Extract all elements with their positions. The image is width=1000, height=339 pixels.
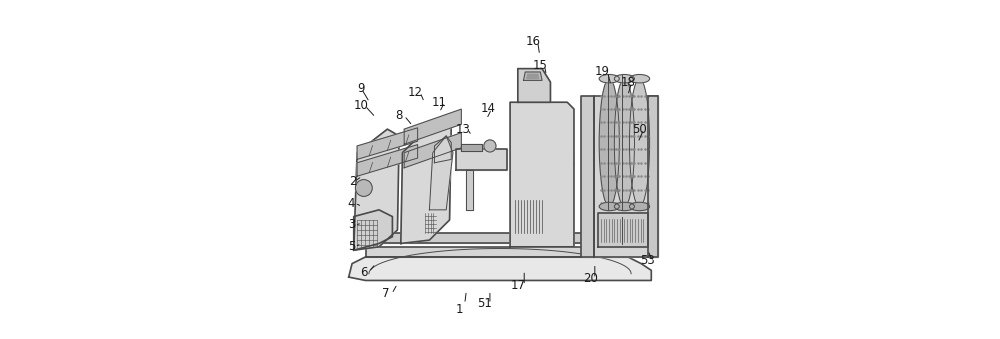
Polygon shape bbox=[527, 74, 539, 79]
Text: 19: 19 bbox=[595, 65, 610, 79]
Text: 10: 10 bbox=[354, 99, 369, 112]
Circle shape bbox=[484, 140, 496, 152]
Polygon shape bbox=[648, 96, 658, 257]
Ellipse shape bbox=[599, 202, 619, 211]
Polygon shape bbox=[357, 145, 418, 176]
Text: 18: 18 bbox=[620, 76, 635, 88]
Polygon shape bbox=[510, 102, 574, 247]
Ellipse shape bbox=[629, 79, 650, 206]
Polygon shape bbox=[404, 109, 461, 144]
Polygon shape bbox=[434, 136, 451, 163]
Polygon shape bbox=[354, 129, 399, 250]
Text: 2: 2 bbox=[349, 175, 357, 188]
Text: 50: 50 bbox=[632, 123, 647, 136]
Text: 1: 1 bbox=[455, 302, 463, 316]
Polygon shape bbox=[349, 257, 651, 280]
Text: 9: 9 bbox=[358, 82, 365, 95]
Text: 14: 14 bbox=[480, 102, 495, 116]
Text: 3: 3 bbox=[348, 218, 355, 232]
Ellipse shape bbox=[614, 75, 634, 83]
Text: 20: 20 bbox=[583, 272, 598, 285]
Text: 17: 17 bbox=[511, 279, 526, 292]
Polygon shape bbox=[461, 144, 482, 151]
Text: 5: 5 bbox=[348, 240, 355, 253]
Ellipse shape bbox=[614, 79, 634, 206]
Polygon shape bbox=[598, 213, 648, 247]
Polygon shape bbox=[366, 233, 628, 243]
Ellipse shape bbox=[629, 75, 650, 83]
Polygon shape bbox=[594, 96, 658, 257]
Polygon shape bbox=[354, 210, 392, 250]
Text: 8: 8 bbox=[395, 109, 403, 122]
Text: 7: 7 bbox=[382, 287, 389, 300]
Text: 6: 6 bbox=[360, 265, 368, 279]
Ellipse shape bbox=[599, 79, 619, 206]
Circle shape bbox=[355, 180, 372, 196]
Text: 4: 4 bbox=[348, 197, 355, 210]
Text: 51: 51 bbox=[477, 298, 492, 311]
Text: 13: 13 bbox=[456, 123, 470, 136]
Polygon shape bbox=[524, 72, 542, 80]
Text: 11: 11 bbox=[432, 96, 447, 109]
Polygon shape bbox=[466, 170, 473, 210]
Text: 53: 53 bbox=[641, 254, 655, 267]
Polygon shape bbox=[366, 247, 628, 257]
Text: 16: 16 bbox=[525, 35, 540, 48]
Bar bbox=[513, 200, 545, 233]
Ellipse shape bbox=[614, 202, 634, 211]
Polygon shape bbox=[429, 136, 453, 210]
Text: 15: 15 bbox=[533, 59, 548, 72]
Bar bbox=[599, 217, 621, 244]
Polygon shape bbox=[456, 149, 507, 170]
Text: 12: 12 bbox=[408, 86, 423, 99]
Polygon shape bbox=[518, 68, 550, 102]
Ellipse shape bbox=[629, 202, 650, 211]
Ellipse shape bbox=[599, 75, 619, 83]
Polygon shape bbox=[404, 133, 461, 168]
Polygon shape bbox=[581, 96, 594, 257]
Bar bbox=[623, 217, 645, 244]
Polygon shape bbox=[357, 128, 418, 159]
Polygon shape bbox=[401, 119, 451, 243]
